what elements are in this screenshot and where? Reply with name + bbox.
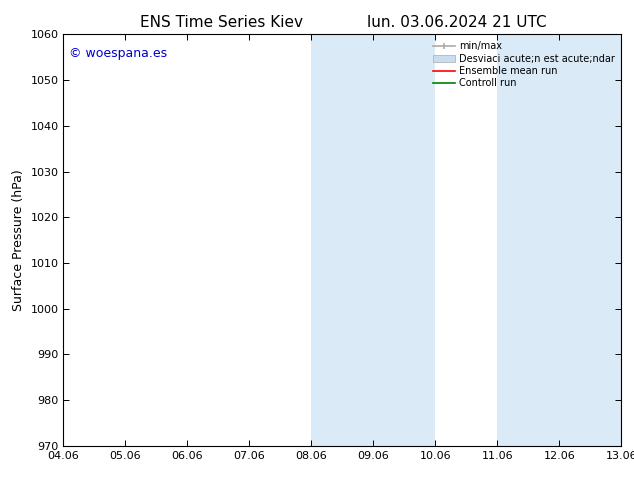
- Bar: [559, 34, 621, 446]
- Text: ENS Time Series Kiev: ENS Time Series Kiev: [140, 15, 304, 30]
- Bar: [311, 34, 373, 446]
- Text: © woespana.es: © woespana.es: [69, 47, 167, 60]
- Bar: [497, 34, 559, 446]
- Y-axis label: Surface Pressure (hPa): Surface Pressure (hPa): [12, 169, 25, 311]
- Legend: min/max, Desviaci acute;n est acute;ndar, Ensemble mean run, Controll run: min/max, Desviaci acute;n est acute;ndar…: [431, 39, 616, 90]
- Bar: [373, 34, 436, 446]
- Text: lun. 03.06.2024 21 UTC: lun. 03.06.2024 21 UTC: [366, 15, 547, 30]
